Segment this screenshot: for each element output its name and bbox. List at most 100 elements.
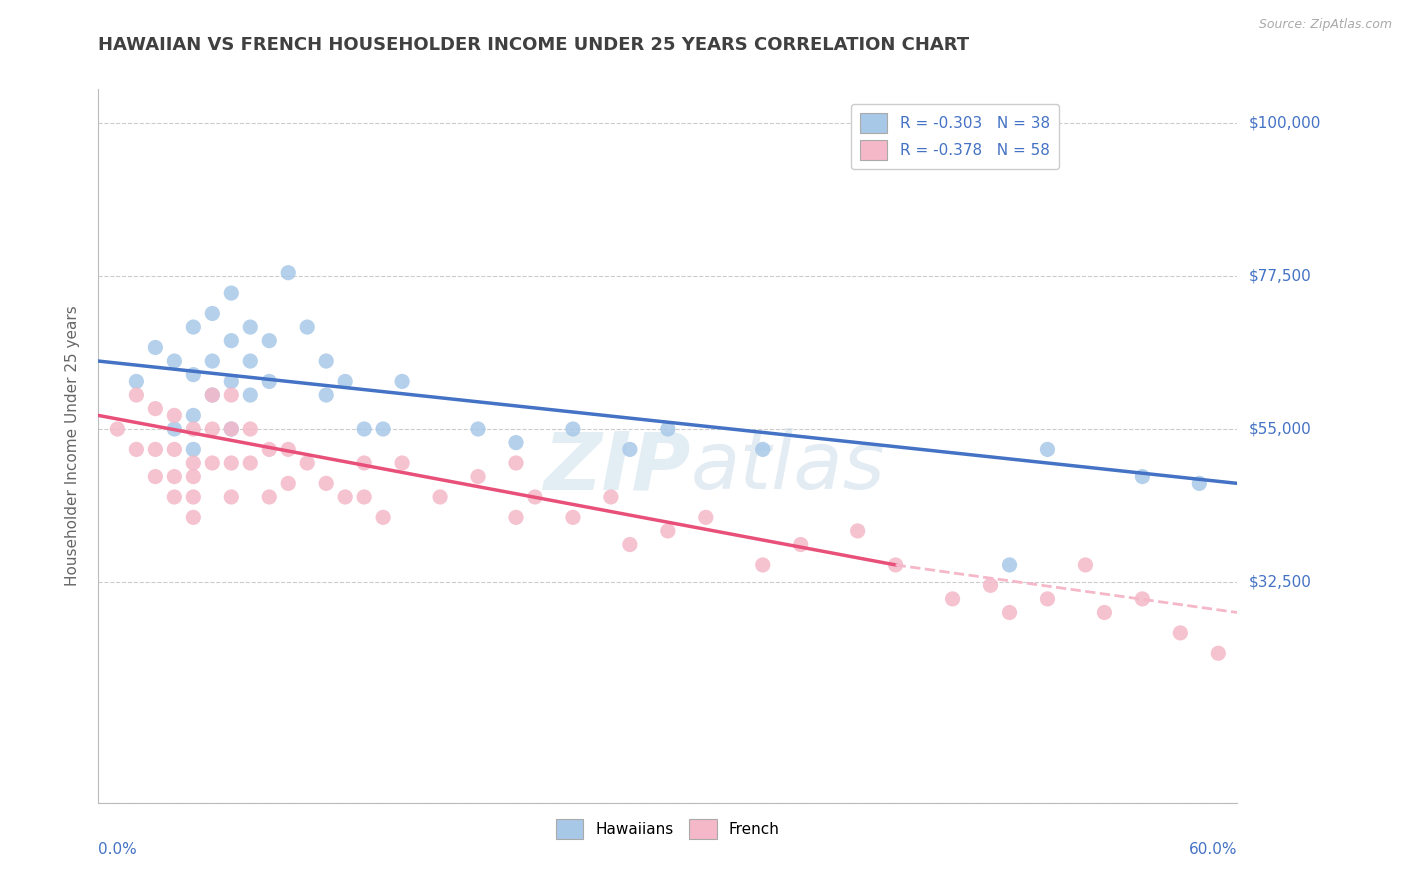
Point xyxy=(353,422,375,436)
Point xyxy=(259,442,281,457)
Legend: Hawaiians, French: Hawaiians, French xyxy=(550,814,786,845)
Point xyxy=(846,524,869,538)
Point xyxy=(353,456,375,470)
Point xyxy=(201,422,224,436)
Point xyxy=(752,558,775,572)
Point xyxy=(145,469,167,483)
Point xyxy=(163,422,186,436)
Point xyxy=(505,510,527,524)
Point xyxy=(979,578,1001,592)
Point xyxy=(371,510,394,524)
Point xyxy=(277,266,299,280)
Point xyxy=(524,490,547,504)
Point xyxy=(297,456,319,470)
Point xyxy=(315,388,337,402)
Point xyxy=(277,476,299,491)
Point xyxy=(391,456,413,470)
Point xyxy=(600,490,623,504)
Point xyxy=(562,510,585,524)
Point xyxy=(297,320,319,334)
Point xyxy=(183,442,205,457)
Point xyxy=(752,442,775,457)
Point xyxy=(335,375,357,389)
Point xyxy=(201,354,224,368)
Point xyxy=(183,510,205,524)
Point xyxy=(657,422,679,436)
Point xyxy=(239,320,262,334)
Point xyxy=(259,375,281,389)
Point xyxy=(884,558,907,572)
Point xyxy=(145,401,167,416)
Point xyxy=(1170,626,1192,640)
Text: ZIP: ZIP xyxy=(543,428,690,507)
Point xyxy=(239,456,262,470)
Point xyxy=(1132,591,1154,606)
Point xyxy=(562,422,585,436)
Point xyxy=(505,456,527,470)
Point xyxy=(221,286,243,301)
Point xyxy=(125,442,148,457)
Point xyxy=(619,442,641,457)
Point xyxy=(163,409,186,423)
Point xyxy=(221,422,243,436)
Text: atlas: atlas xyxy=(690,428,886,507)
Point xyxy=(163,354,186,368)
Point xyxy=(998,558,1021,572)
Point xyxy=(221,490,243,504)
Point xyxy=(163,469,186,483)
Point xyxy=(1094,606,1116,620)
Point xyxy=(183,490,205,504)
Text: $32,500: $32,500 xyxy=(1249,574,1312,590)
Y-axis label: Householder Income Under 25 years: Householder Income Under 25 years xyxy=(65,306,80,586)
Point xyxy=(790,537,813,551)
Point xyxy=(125,388,148,402)
Point xyxy=(201,306,224,320)
Point xyxy=(201,456,224,470)
Point xyxy=(201,388,224,402)
Point xyxy=(107,422,129,436)
Point xyxy=(942,591,965,606)
Text: 0.0%: 0.0% xyxy=(98,842,138,856)
Point xyxy=(353,490,375,504)
Point xyxy=(695,510,717,524)
Text: $77,500: $77,500 xyxy=(1249,268,1312,284)
Point xyxy=(335,490,357,504)
Point xyxy=(163,442,186,457)
Point xyxy=(221,456,243,470)
Point xyxy=(125,375,148,389)
Point xyxy=(467,422,489,436)
Point xyxy=(657,524,679,538)
Point xyxy=(259,490,281,504)
Point xyxy=(1036,442,1059,457)
Point xyxy=(239,422,262,436)
Point xyxy=(183,422,205,436)
Point xyxy=(1074,558,1097,572)
Point xyxy=(183,409,205,423)
Point xyxy=(1188,476,1211,491)
Point xyxy=(315,354,337,368)
Point xyxy=(145,341,167,355)
Point xyxy=(1208,646,1230,660)
Point xyxy=(998,606,1021,620)
Point xyxy=(221,388,243,402)
Point xyxy=(1132,469,1154,483)
Point xyxy=(467,469,489,483)
Point xyxy=(277,442,299,457)
Point xyxy=(259,334,281,348)
Point xyxy=(429,490,451,504)
Point xyxy=(145,442,167,457)
Point xyxy=(201,388,224,402)
Point xyxy=(183,456,205,470)
Point xyxy=(371,422,394,436)
Point xyxy=(183,368,205,382)
Point xyxy=(391,375,413,389)
Text: $100,000: $100,000 xyxy=(1249,116,1320,131)
Point xyxy=(221,334,243,348)
Text: Source: ZipAtlas.com: Source: ZipAtlas.com xyxy=(1258,18,1392,31)
Point xyxy=(315,476,337,491)
Text: $55,000: $55,000 xyxy=(1249,422,1312,436)
Point xyxy=(221,375,243,389)
Point xyxy=(239,388,262,402)
Point xyxy=(505,435,527,450)
Point xyxy=(1036,591,1059,606)
